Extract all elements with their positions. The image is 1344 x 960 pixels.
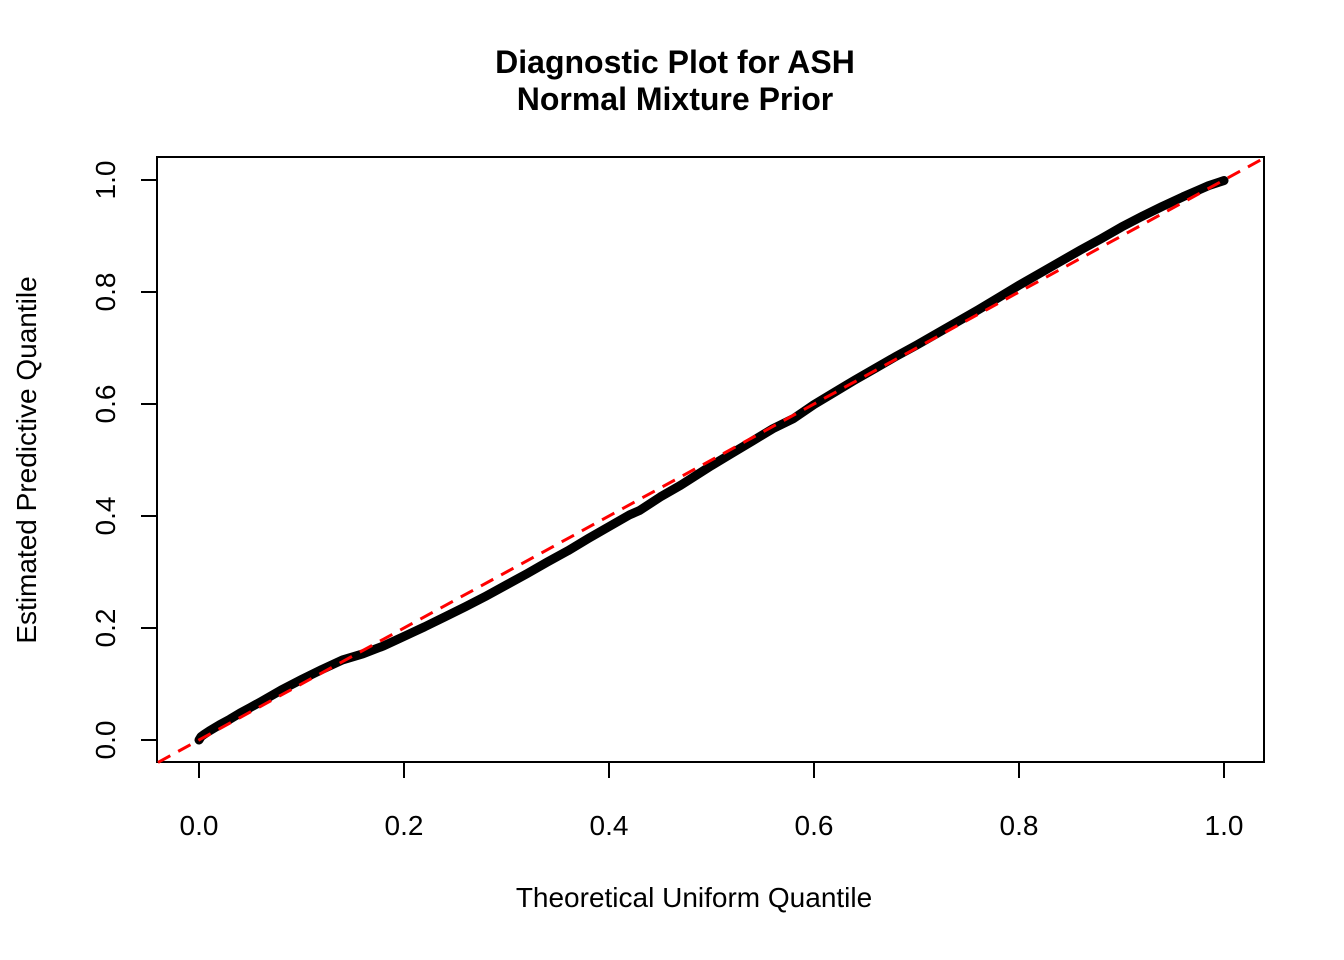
- y-tick-label: 0.8: [90, 272, 121, 312]
- x-axis-label: Theoretical Uniform Quantile: [515, 882, 873, 913]
- x-tick-label: 1.0: [1204, 810, 1244, 841]
- y-tick-label: 0.6: [90, 384, 121, 424]
- chart-title: Diagnostic Plot for ASH Normal Mixture P…: [495, 44, 855, 118]
- chart-title-line1: Diagnostic Plot for ASH: [495, 44, 855, 80]
- x-tick-label: 0.8: [999, 810, 1039, 841]
- x-tick-label: 0.6: [794, 810, 834, 841]
- y-axis-label: Estimated Predictive Quantile: [11, 276, 42, 644]
- x-tick-label: 0.4: [589, 810, 629, 841]
- y-tick-label: 1.0: [90, 160, 121, 200]
- x-tick-label: 0.2: [384, 810, 424, 841]
- reference-diagonal-line: [157, 156, 1266, 764]
- chart-title-line2: Normal Mixture Prior: [516, 81, 834, 117]
- y-tick-label: 0.2: [90, 608, 121, 648]
- quantile-curve: [194, 176, 1229, 745]
- x-tick-label: 0.0: [179, 810, 219, 841]
- plot-box: [156, 156, 1265, 763]
- y-tick-label: 0.0: [90, 720, 121, 760]
- y-tick-label: 0.4: [90, 496, 121, 536]
